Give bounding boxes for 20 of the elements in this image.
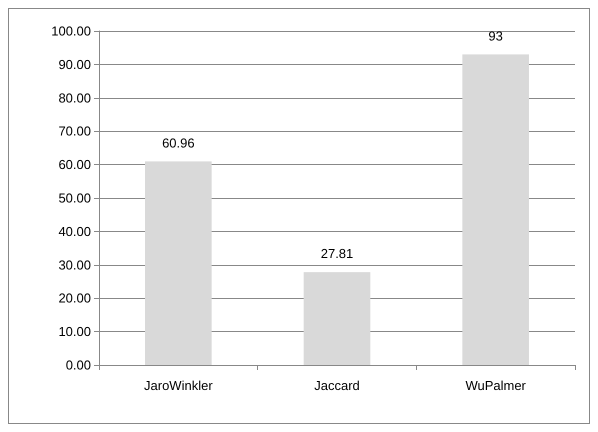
bar bbox=[462, 54, 529, 365]
data-label: 93 bbox=[488, 28, 503, 44]
y-tick-label: 30.00 bbox=[58, 257, 91, 272]
y-tick-label: 90.00 bbox=[58, 56, 91, 72]
bar bbox=[304, 272, 370, 365]
y-tick-label: 100.00 bbox=[51, 24, 91, 38]
bar bbox=[145, 161, 212, 365]
y-tick-label: 60.00 bbox=[58, 157, 91, 172]
data-label: 60.96 bbox=[162, 135, 195, 150]
y-tick-label: 0.00 bbox=[66, 358, 91, 372]
x-tick-label: WuPalmer bbox=[465, 378, 527, 393]
y-tick-label: 40.00 bbox=[58, 224, 91, 239]
y-tick-label: 80.00 bbox=[58, 90, 91, 106]
x-tick-label: Jaccard bbox=[314, 378, 360, 393]
y-tick-label: 70.00 bbox=[58, 124, 91, 139]
x-tick-label: JaroWinkler bbox=[144, 378, 214, 393]
y-tick-label: 20.00 bbox=[58, 290, 91, 306]
y-tick-label: 50.00 bbox=[58, 190, 91, 206]
data-label: 27.81 bbox=[320, 246, 354, 262]
y-tick-label: 10.00 bbox=[58, 324, 91, 340]
